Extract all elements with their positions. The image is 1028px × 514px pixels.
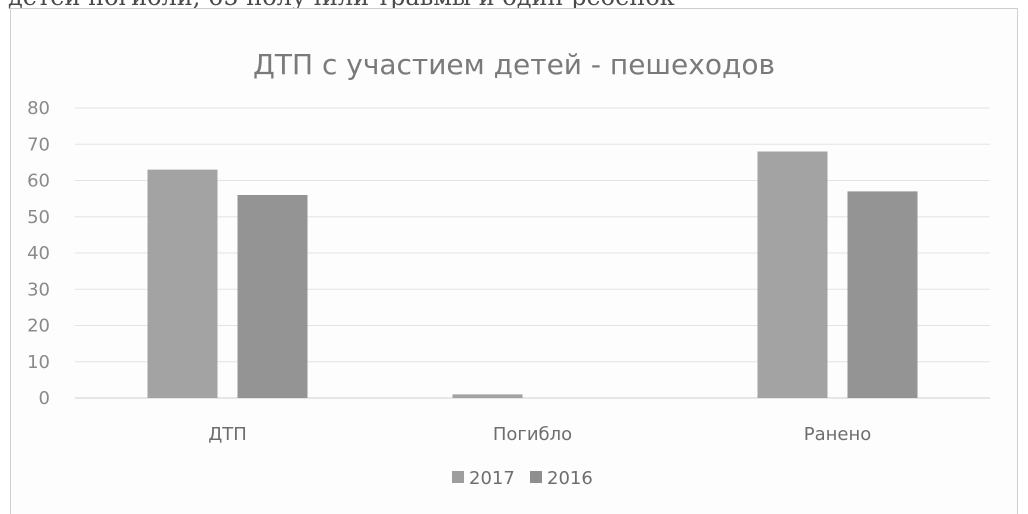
x-tick-label: Погибло — [493, 424, 572, 445]
cut-off-document-text: детей погибли, 65 получили травмы и один… — [0, 0, 1028, 10]
legend-swatch — [530, 471, 542, 483]
x-tick-label: Ранено — [804, 424, 872, 445]
x-axis-ticks: ДТП Погибло Ранено — [208, 424, 871, 445]
bar-2017-0 — [147, 169, 218, 398]
gridlines — [75, 107, 990, 399]
y-tick-label: 70 — [27, 134, 50, 155]
y-tick-label: 80 — [27, 98, 50, 119]
y-tick-label: 30 — [27, 279, 50, 300]
bar-2017-1 — [452, 394, 523, 398]
bar-2017-2 — [757, 151, 828, 398]
bar-2016-0 — [237, 195, 308, 398]
chart-title: ДТП с участием детей - пешеходов — [253, 48, 775, 81]
bar-2016-2 — [847, 191, 918, 398]
y-tick-label: 0 — [39, 388, 50, 409]
legend-label: 2017 — [469, 468, 515, 489]
y-tick-label: 60 — [27, 171, 50, 192]
legend-label: 2016 — [547, 468, 593, 489]
y-tick-label: 40 — [27, 243, 50, 264]
y-tick-label: 50 — [27, 207, 50, 228]
y-tick-label: 10 — [27, 352, 50, 373]
x-tick-label: ДТП — [208, 424, 247, 445]
bars — [147, 151, 918, 398]
legend-swatch — [452, 471, 464, 483]
y-axis-ticks: 0 10 20 30 40 50 60 70 80 — [27, 98, 50, 409]
legend: 2017 2016 — [452, 468, 593, 489]
y-tick-label: 20 — [27, 316, 50, 337]
